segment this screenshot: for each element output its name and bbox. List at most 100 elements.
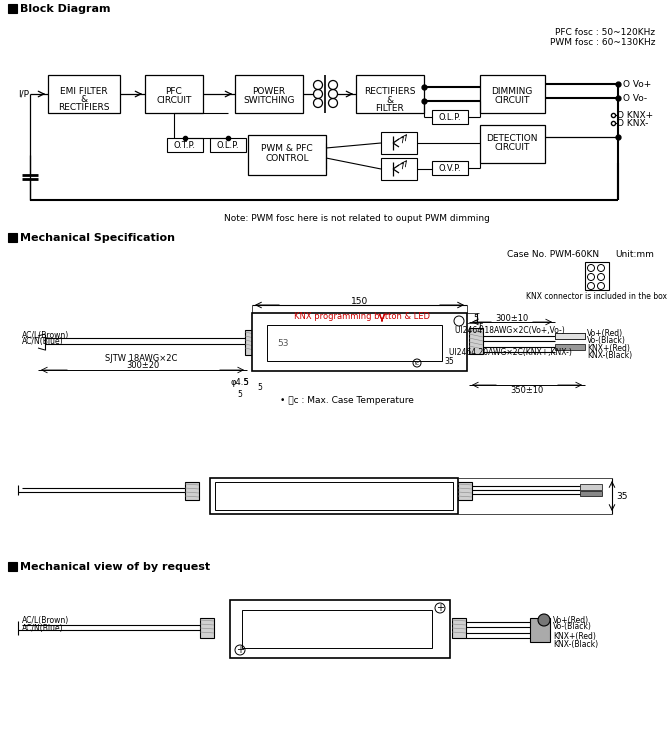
Bar: [480, 125, 545, 163]
Text: 5: 5: [243, 377, 248, 386]
Text: &: &: [80, 94, 88, 103]
Text: AC/L(Brown): AC/L(Brown): [22, 330, 69, 340]
Bar: [145, 75, 203, 113]
Bar: [452, 618, 466, 638]
Text: CIRCUIT: CIRCUIT: [494, 142, 530, 152]
Bar: [580, 484, 602, 490]
Text: KNX+(Red): KNX+(Red): [553, 632, 596, 640]
Bar: [480, 75, 545, 113]
Bar: [555, 333, 585, 339]
Text: Vo+(Red): Vo+(Red): [553, 615, 589, 624]
Bar: [555, 333, 585, 339]
Text: PWM & PFC: PWM & PFC: [261, 144, 313, 153]
Text: KNX connector is included in the box: KNX connector is included in the box: [527, 292, 667, 301]
Text: SWITCHING: SWITCHING: [243, 96, 295, 105]
Text: 150: 150: [351, 296, 368, 306]
Bar: [8, 233, 17, 242]
Text: KNX+(Red): KNX+(Red): [587, 343, 630, 352]
Text: RECTIFIERS: RECTIFIERS: [364, 86, 416, 96]
Bar: [381, 158, 417, 180]
Bar: [200, 618, 214, 638]
Text: POWER: POWER: [253, 86, 285, 96]
Text: O KNX-: O KNX-: [617, 119, 649, 128]
Text: φ4.5: φ4.5: [230, 377, 249, 386]
Text: CONTROL: CONTROL: [265, 153, 309, 162]
Text: PFC: PFC: [165, 86, 182, 96]
Bar: [210, 478, 458, 514]
Bar: [356, 75, 424, 113]
Bar: [458, 482, 472, 500]
Text: O Vo-: O Vo-: [623, 94, 647, 102]
Bar: [381, 132, 417, 154]
Text: AC/N(Blue): AC/N(Blue): [22, 624, 64, 632]
Text: O KNX+: O KNX+: [617, 111, 653, 119]
Text: +: +: [236, 645, 244, 655]
Bar: [48, 75, 120, 113]
Text: 53: 53: [277, 338, 289, 348]
Bar: [580, 491, 602, 496]
Text: I/P: I/P: [18, 89, 29, 99]
Bar: [235, 75, 303, 113]
Text: SJTW 18AWG×2C: SJTW 18AWG×2C: [105, 354, 178, 363]
Text: FILTER: FILTER: [376, 103, 405, 113]
Bar: [432, 161, 468, 175]
Text: O.V.P.: O.V.P.: [439, 164, 462, 172]
Text: Case No. PWM-60KN: Case No. PWM-60KN: [507, 250, 599, 259]
Text: Mechanical Specification: Mechanical Specification: [20, 233, 175, 243]
Text: DETECTION: DETECTION: [486, 133, 538, 142]
Text: 35: 35: [616, 492, 628, 500]
Bar: [210, 138, 246, 152]
Text: Vo+(Red): Vo+(Red): [587, 329, 623, 338]
Text: tc: tc: [415, 360, 419, 366]
Text: CIRCUIT: CIRCUIT: [494, 96, 530, 105]
Bar: [8, 562, 17, 571]
Text: 300±20: 300±20: [126, 360, 159, 369]
Text: +: +: [436, 603, 444, 613]
Bar: [469, 328, 483, 354]
Text: PFC fosc : 50~120KHz
PWM fosc : 60~130KHz: PFC fosc : 50~120KHz PWM fosc : 60~130KH…: [549, 28, 655, 47]
Text: AC/N(Blue): AC/N(Blue): [22, 337, 64, 346]
Text: KNX-(Black): KNX-(Black): [587, 351, 632, 360]
Text: DIMMING: DIMMING: [491, 86, 533, 96]
Bar: [167, 138, 203, 152]
Text: • Ⓣc : Max. Case Temperature: • Ⓣc : Max. Case Temperature: [280, 396, 414, 405]
Bar: [432, 110, 468, 124]
Text: KNX-(Black): KNX-(Black): [553, 640, 598, 649]
Text: CIRCUIT: CIRCUIT: [156, 96, 192, 105]
Text: UI2464 18AWG×2C(Vo+,Vo-): UI2464 18AWG×2C(Vo+,Vo-): [455, 326, 565, 335]
Text: 300±10: 300±10: [495, 313, 529, 323]
Circle shape: [538, 614, 550, 626]
Text: Vo-(Black): Vo-(Black): [587, 335, 626, 344]
Bar: [230, 600, 450, 658]
Bar: [252, 313, 467, 371]
Bar: [242, 610, 432, 648]
Text: AC/L(Brown): AC/L(Brown): [22, 615, 69, 624]
Text: 5: 5: [478, 323, 484, 332]
Text: Unit:mm: Unit:mm: [615, 250, 654, 259]
Text: RECTIFIERS: RECTIFIERS: [58, 102, 110, 111]
Text: EMI FILTER: EMI FILTER: [60, 86, 108, 96]
Text: 5: 5: [257, 383, 263, 391]
Text: O.L.P.: O.L.P.: [216, 141, 239, 150]
Bar: [267, 325, 442, 361]
Bar: [215, 482, 453, 510]
Text: O.L.P.: O.L.P.: [439, 113, 462, 122]
Text: Note: PWM fosc here is not related to ouput PWM dimming: Note: PWM fosc here is not related to ou…: [224, 214, 490, 223]
Text: O.T.P.: O.T.P.: [174, 141, 196, 150]
Bar: [585, 262, 609, 290]
Text: UI2464 20AWG×2C(KNX+,KNX-): UI2464 20AWG×2C(KNX+,KNX-): [448, 348, 572, 357]
Text: Vo-(Black): Vo-(Black): [553, 623, 592, 632]
Text: 35: 35: [444, 357, 454, 366]
Text: 5: 5: [238, 389, 243, 399]
Text: O Vo+: O Vo+: [623, 80, 651, 88]
Text: Mechanical view of by request: Mechanical view of by request: [20, 562, 210, 572]
Text: KNX programming button & LED: KNX programming button & LED: [294, 312, 430, 321]
Text: &: &: [387, 96, 393, 105]
Bar: [245, 330, 259, 355]
Bar: [8, 4, 17, 13]
Bar: [555, 344, 585, 350]
Bar: [530, 618, 550, 642]
Text: 5: 5: [473, 313, 478, 323]
Bar: [185, 482, 199, 500]
Text: 350±10: 350±10: [511, 385, 543, 394]
